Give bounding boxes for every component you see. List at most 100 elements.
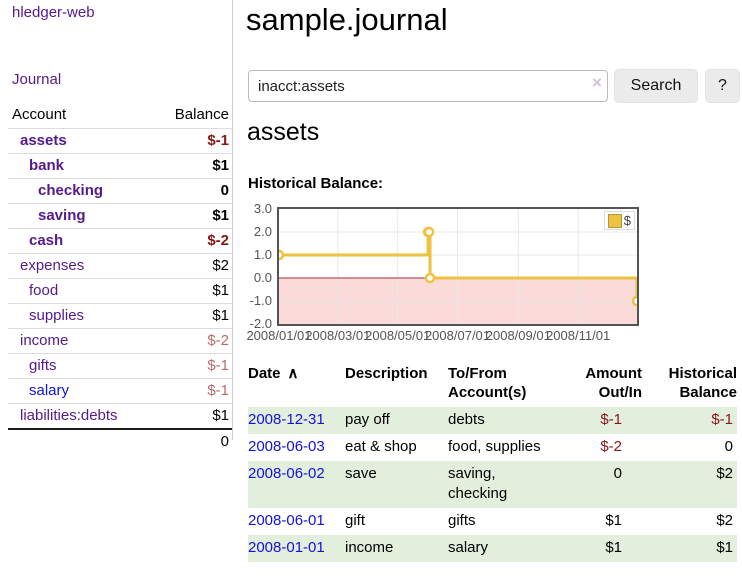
transaction-amount: $-1 (600, 411, 622, 428)
register-header-row: Date ∧ Description To/From Account(s) Amo… (248, 361, 737, 407)
account-balance: $1 (212, 307, 229, 324)
page-title: sample.journal (246, 2, 448, 37)
account-balance: $-2 (207, 232, 229, 249)
account-row-food: food $1 (8, 278, 232, 304)
transaction-date-link[interactable]: 2008-06-01 (248, 512, 325, 529)
data-point-marker (423, 226, 435, 238)
table-row: 2008-06-02 save saving, checking 0 $2 (248, 461, 737, 508)
account-row-saving: saving $1 (8, 203, 232, 229)
account-link-liabilities-debts[interactable]: liabilities:debts (20, 407, 118, 424)
transaction-accounts: saving, checking (448, 465, 508, 502)
transaction-balance: $1 (716, 539, 733, 556)
x-tick-label: 2008/11/01 (546, 328, 611, 343)
transaction-accounts: food, supplies (448, 438, 541, 455)
x-tick-label: 2008/07/01 (424, 328, 491, 343)
transaction-date-link[interactable]: 2008-12-31 (248, 411, 325, 428)
table-row: 2008-06-01 gift gifts $1 $2 (248, 508, 737, 535)
account-link-expenses[interactable]: expenses (20, 257, 85, 274)
transaction-description: income (345, 539, 394, 556)
account-balance: $1 (212, 207, 229, 224)
table-row: 2008-12-31 pay off debts $-1 $-1 (248, 407, 737, 434)
accounts-header-account: Account (12, 106, 67, 123)
account-link-checking[interactable]: checking (38, 182, 104, 199)
transaction-accounts: salary (448, 539, 489, 556)
account-balance: $-2 (207, 332, 229, 349)
table-row: 2008-06-03 eat & shop food, supplies $-2… (248, 434, 737, 461)
account-link-saving[interactable]: saving (38, 207, 86, 224)
transaction-amount: $1 (605, 539, 622, 556)
transaction-accounts: debts (448, 411, 485, 428)
search-input[interactable] (248, 70, 608, 102)
account-link-cash[interactable]: cash (29, 232, 64, 249)
account-row-gifts: gifts $-1 (8, 353, 232, 379)
account-link-gifts[interactable]: gifts (29, 357, 57, 374)
data-point-marker (424, 272, 436, 284)
accounts-total-row: 0 (8, 429, 232, 454)
transaction-accounts: gifts (448, 512, 476, 529)
chart-title: Historical Balance: (248, 175, 384, 192)
account-link-salary[interactable]: salary (29, 382, 70, 399)
account-balance: $2 (212, 257, 229, 274)
y-tick-label: 3.0 (253, 201, 272, 216)
transaction-description: pay off (345, 411, 390, 428)
sort-ascending-icon: ∧ (287, 365, 299, 382)
accounts-total-balance: 0 (220, 433, 229, 450)
transaction-date-link[interactable]: 2008-06-03 (248, 438, 325, 455)
account-link-income[interactable]: income (20, 332, 69, 349)
legend-label: $ (623, 213, 631, 228)
transaction-date-link[interactable]: 2008-01-01 (248, 539, 325, 556)
register-header-amount: Amount Out/In (585, 365, 642, 401)
transaction-description: save (345, 465, 377, 482)
y-tick-label: 1.0 (253, 247, 272, 262)
transaction-description: eat & shop (345, 438, 417, 455)
transaction-amount: 0 (613, 465, 622, 482)
chart-legend: $ (603, 211, 635, 230)
historical-balance-chart: $ 3.0 2.0 1.0 0.0 -1.0 -2.0 2008/01/01 2008/03/… (238, 199, 718, 351)
account-row-income: income $-2 (8, 328, 232, 354)
chart-canvas (279, 209, 637, 324)
account-row-supplies: supplies $1 (8, 303, 232, 329)
help-button[interactable]: ? (705, 69, 740, 103)
account-row-salary: salary $-1 (8, 378, 232, 404)
brand-link[interactable]: hledger-web (12, 4, 95, 21)
account-row-bank: bank $1 (8, 153, 232, 179)
transaction-balance: $2 (716, 465, 733, 482)
transaction-balance: 0 (724, 438, 733, 455)
search-button[interactable]: Search (614, 69, 698, 103)
account-link-food[interactable]: food (29, 282, 59, 299)
account-balance: $-1 (207, 382, 229, 399)
account-balance: $-1 (207, 132, 229, 149)
account-balance: $1 (212, 157, 229, 174)
register-header-balance: Historical Balance (668, 365, 737, 401)
sidebar-item-journal[interactable]: Journal (12, 71, 62, 88)
register-header-accounts: To/From Account(s) (448, 365, 527, 401)
account-row-assets: assets $-1 (8, 128, 232, 154)
clear-search-icon[interactable]: × (592, 73, 602, 92)
account-link-supplies[interactable]: supplies (29, 307, 85, 324)
x-tick-label: 2008/01/01 (246, 328, 312, 343)
x-tick-label: 2008/09/01 (485, 328, 551, 343)
y-tick-label: -2.0 (249, 316, 272, 331)
data-point-marker (279, 249, 285, 261)
transaction-date-link[interactable]: 2008-06-02 (248, 465, 325, 482)
account-balance: $1 (212, 407, 229, 424)
account-heading: assets (247, 118, 320, 146)
register-header-description: Description (345, 365, 428, 382)
y-tick-label: -1.0 (249, 293, 272, 308)
accounts-table: Account Balance assets $-1 bank $1 check… (8, 102, 232, 454)
transaction-balance: $2 (716, 512, 733, 529)
register-table: Date ∧ Description To/From Account(s) Amo… (248, 361, 737, 562)
table-row: 2008-01-01 income salary $1 $1 (248, 535, 737, 562)
account-balance: 0 (220, 182, 229, 199)
transaction-amount: $1 (605, 512, 622, 529)
legend-swatch (607, 213, 622, 228)
account-row-liabilities-debts: liabilities:debts $1 (8, 403, 232, 430)
register-header-date[interactable]: Date ∧ (248, 365, 299, 382)
transaction-description: gift (345, 512, 366, 529)
account-row-cash: cash $-2 (8, 228, 232, 254)
account-row-checking: checking 0 (8, 178, 232, 204)
account-balance: $-1 (207, 357, 229, 374)
account-link-assets[interactable]: assets (20, 132, 67, 149)
account-link-bank[interactable]: bank (29, 157, 65, 174)
accounts-header-balance: Balance (174, 106, 229, 123)
